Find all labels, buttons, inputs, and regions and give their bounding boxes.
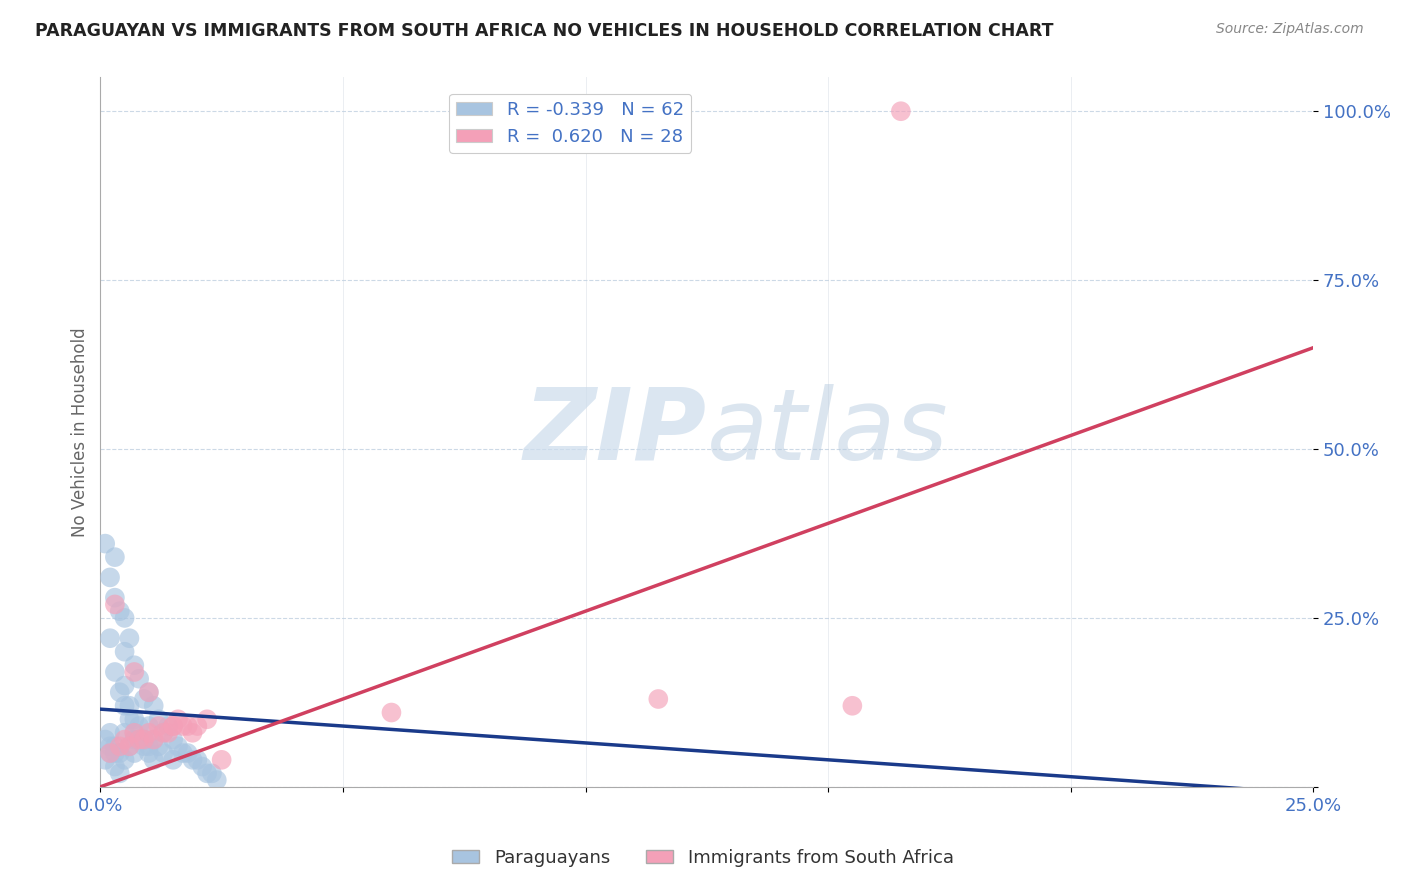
Point <box>138 739 160 754</box>
Point <box>118 698 141 713</box>
Point <box>108 766 131 780</box>
Point <box>138 726 160 740</box>
Point <box>118 712 141 726</box>
Point <box>132 692 155 706</box>
Text: ZIP: ZIP <box>524 384 707 481</box>
Point <box>98 746 121 760</box>
Point <box>890 104 912 119</box>
Point <box>124 712 146 726</box>
Point <box>128 732 150 747</box>
Point <box>186 753 208 767</box>
Point <box>211 753 233 767</box>
Point <box>195 766 218 780</box>
Point <box>191 759 214 773</box>
Point <box>138 719 160 733</box>
Point <box>162 732 184 747</box>
Point <box>114 726 136 740</box>
Point <box>128 732 150 747</box>
Point <box>118 739 141 754</box>
Text: PARAGUAYAN VS IMMIGRANTS FROM SOUTH AFRICA NO VEHICLES IN HOUSEHOLD CORRELATION : PARAGUAYAN VS IMMIGRANTS FROM SOUTH AFRI… <box>35 22 1053 40</box>
Point <box>201 766 224 780</box>
Point <box>124 726 146 740</box>
Point <box>132 732 155 747</box>
Point <box>152 726 174 740</box>
Point <box>98 570 121 584</box>
Point <box>108 685 131 699</box>
Point <box>114 753 136 767</box>
Point <box>124 658 146 673</box>
Point <box>138 746 160 760</box>
Point <box>152 726 174 740</box>
Point <box>124 665 146 679</box>
Point <box>114 645 136 659</box>
Point <box>148 739 170 754</box>
Point <box>157 719 180 733</box>
Point <box>138 685 160 699</box>
Point <box>172 719 194 733</box>
Point <box>114 732 136 747</box>
Point <box>94 753 117 767</box>
Legend: Paraguayans, Immigrants from South Africa: Paraguayans, Immigrants from South Afric… <box>446 842 960 874</box>
Point <box>186 719 208 733</box>
Point <box>172 746 194 760</box>
Point <box>118 739 141 754</box>
Point <box>124 732 146 747</box>
Point <box>142 732 165 747</box>
Point <box>104 759 127 773</box>
Point <box>104 665 127 679</box>
Point <box>167 712 190 726</box>
Y-axis label: No Vehicles in Household: No Vehicles in Household <box>72 327 89 537</box>
Point <box>176 746 198 760</box>
Point <box>108 746 131 760</box>
Point <box>128 672 150 686</box>
Point <box>162 719 184 733</box>
Point <box>647 692 669 706</box>
Point <box>98 631 121 645</box>
Point <box>205 773 228 788</box>
Point <box>148 712 170 726</box>
Point <box>104 746 127 760</box>
Point <box>128 719 150 733</box>
Point <box>104 550 127 565</box>
Point <box>132 732 155 747</box>
Point <box>181 753 204 767</box>
Point <box>162 753 184 767</box>
Point <box>118 631 141 645</box>
Point <box>181 726 204 740</box>
Point <box>157 726 180 740</box>
Point <box>108 739 131 754</box>
Point <box>132 739 155 754</box>
Point <box>167 739 190 754</box>
Point <box>142 698 165 713</box>
Point <box>124 746 146 760</box>
Point <box>124 726 146 740</box>
Point <box>94 732 117 747</box>
Point <box>104 739 127 754</box>
Point <box>98 746 121 760</box>
Legend: R = -0.339   N = 62, R =  0.620   N = 28: R = -0.339 N = 62, R = 0.620 N = 28 <box>449 94 692 153</box>
Point <box>104 591 127 605</box>
Point <box>108 604 131 618</box>
Point <box>152 746 174 760</box>
Point <box>94 536 117 550</box>
Point <box>148 719 170 733</box>
Point <box>142 732 165 747</box>
Point <box>98 726 121 740</box>
Point <box>114 611 136 625</box>
Point <box>195 712 218 726</box>
Point <box>380 706 402 720</box>
Text: atlas: atlas <box>707 384 949 481</box>
Point <box>142 753 165 767</box>
Point <box>138 685 160 699</box>
Point <box>114 678 136 692</box>
Point <box>114 698 136 713</box>
Point <box>104 598 127 612</box>
Point <box>98 739 121 754</box>
Point <box>176 719 198 733</box>
Point <box>841 698 863 713</box>
Point <box>162 719 184 733</box>
Text: Source: ZipAtlas.com: Source: ZipAtlas.com <box>1216 22 1364 37</box>
